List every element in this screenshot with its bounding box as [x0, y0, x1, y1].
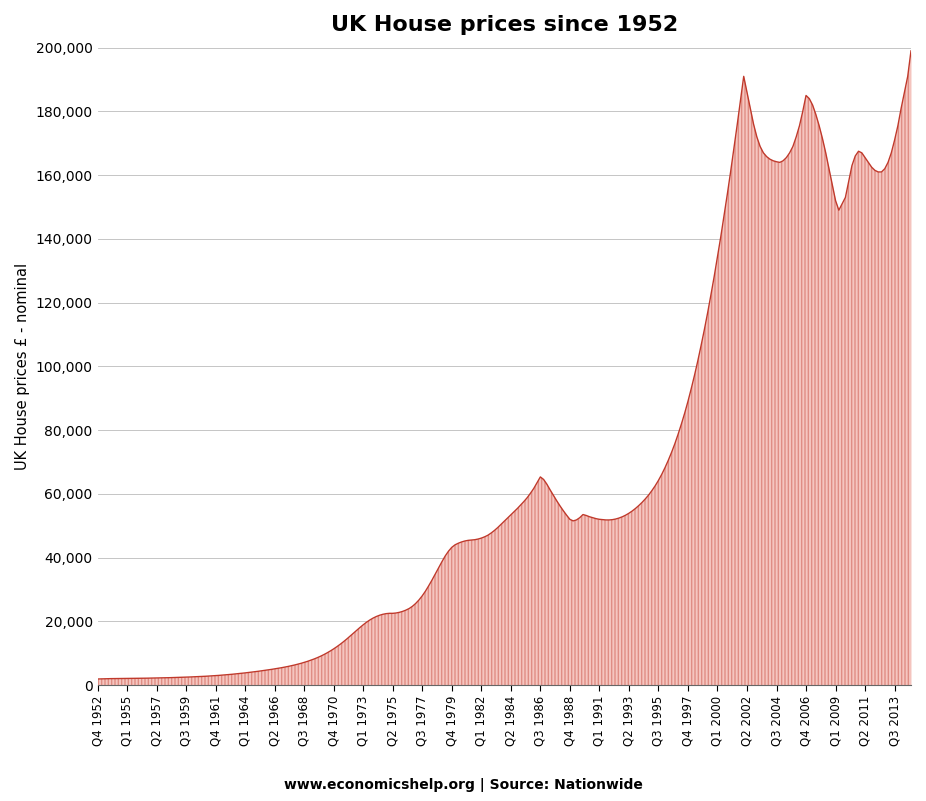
Text: www.economicshelp.org | Source: Nationwide: www.economicshelp.org | Source: Nationwi… — [283, 778, 643, 792]
Y-axis label: UK House prices £ - nominal: UK House prices £ - nominal — [15, 263, 30, 470]
Title: UK House prices since 1952: UK House prices since 1952 — [331, 15, 678, 35]
